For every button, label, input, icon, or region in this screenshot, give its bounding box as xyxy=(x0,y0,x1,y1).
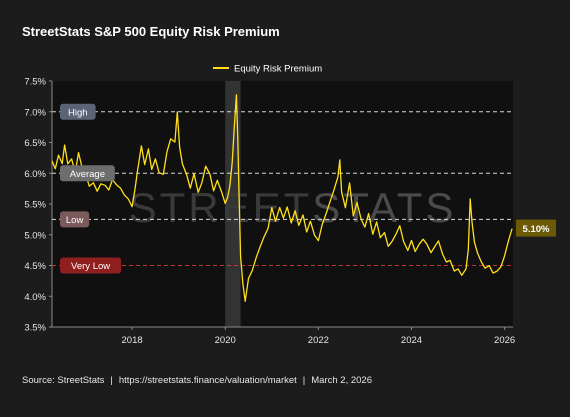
footer-source: Source: StreetStats xyxy=(22,375,105,386)
chart-title: StreetStats S&P 500 Equity Risk Premium xyxy=(22,24,280,39)
threshold-label: Average xyxy=(70,169,105,180)
x-tick-label: 2026 xyxy=(494,335,515,346)
y-tick-label: 4.0% xyxy=(24,292,46,303)
threshold-badge xyxy=(60,103,96,120)
watermark-text: STREETSTATS xyxy=(129,184,457,231)
plot-area: STREETSTATS 3.5% 4.0% 4.5% 5.0% 5.5% 6.0% 6.5% 7… xyxy=(24,64,556,346)
threshold-badge xyxy=(60,165,115,182)
footer-date: March 2, 2026 xyxy=(311,375,372,386)
threshold-label: Low xyxy=(66,215,84,226)
series-line-equity-risk-premium xyxy=(51,94,513,302)
threshold-badge xyxy=(60,257,122,274)
current-value-label: 5.10% xyxy=(523,224,550,235)
y-tick-label: 7.0% xyxy=(24,107,46,118)
footer-separator: | xyxy=(302,375,306,386)
y-tick-label: 6.0% xyxy=(24,169,46,180)
chart-footer: Source: StreetStats | https://streetstats.… xyxy=(22,375,372,386)
footer-separator: | xyxy=(110,375,113,386)
x-tick-label: 2020 xyxy=(215,335,236,346)
x-tick-label: 2024 xyxy=(401,335,422,346)
current-value-badge xyxy=(516,219,556,237)
legend-label: Equity Risk Premium xyxy=(234,64,322,75)
x-tick-label: 2018 xyxy=(122,335,143,346)
y-tick-label: 6.5% xyxy=(24,138,46,149)
threshold-badge xyxy=(60,211,90,228)
y-tick-label: 3.5% xyxy=(24,323,46,334)
x-tick-label: 2022 xyxy=(308,335,329,346)
threshold-label: High xyxy=(68,107,88,118)
y-tick-label: 7.5% xyxy=(24,77,46,88)
y-tick-label: 4.5% xyxy=(24,261,46,272)
threshold-label: Very Low xyxy=(71,261,110,272)
footer-url[interactable]: https://streetstats.finance/valuation/ma… xyxy=(118,375,297,386)
y-tick-label: 5.0% xyxy=(24,230,46,241)
plot-background xyxy=(52,81,513,327)
y-tick-label: 5.5% xyxy=(24,200,46,211)
shaded-period xyxy=(225,81,241,327)
